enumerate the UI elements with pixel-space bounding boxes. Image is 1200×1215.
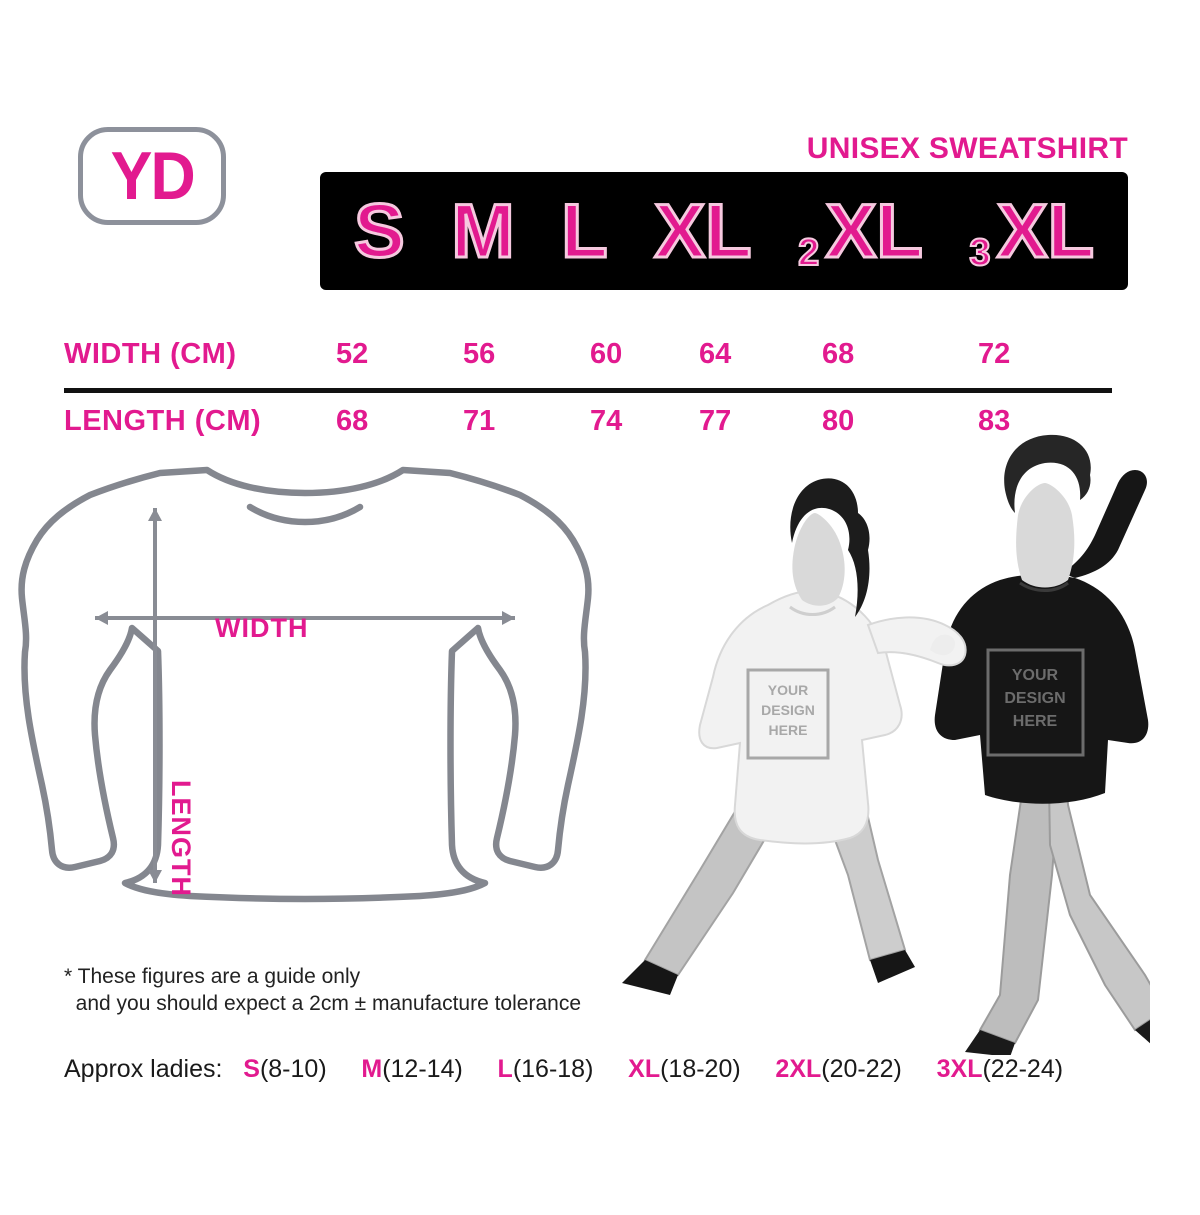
svg-text:YOUR: YOUR	[1012, 667, 1059, 684]
svg-text:DESIGN: DESIGN	[1004, 690, 1065, 707]
svg-text:WIDTH: WIDTH	[215, 613, 308, 643]
svg-text:DESIGN: DESIGN	[761, 702, 815, 718]
svg-text:HERE: HERE	[769, 722, 808, 738]
svg-text:LENGTH: LENGTH	[166, 780, 196, 897]
svg-text:YOUR: YOUR	[768, 682, 808, 698]
svg-text:HERE: HERE	[1013, 713, 1058, 730]
